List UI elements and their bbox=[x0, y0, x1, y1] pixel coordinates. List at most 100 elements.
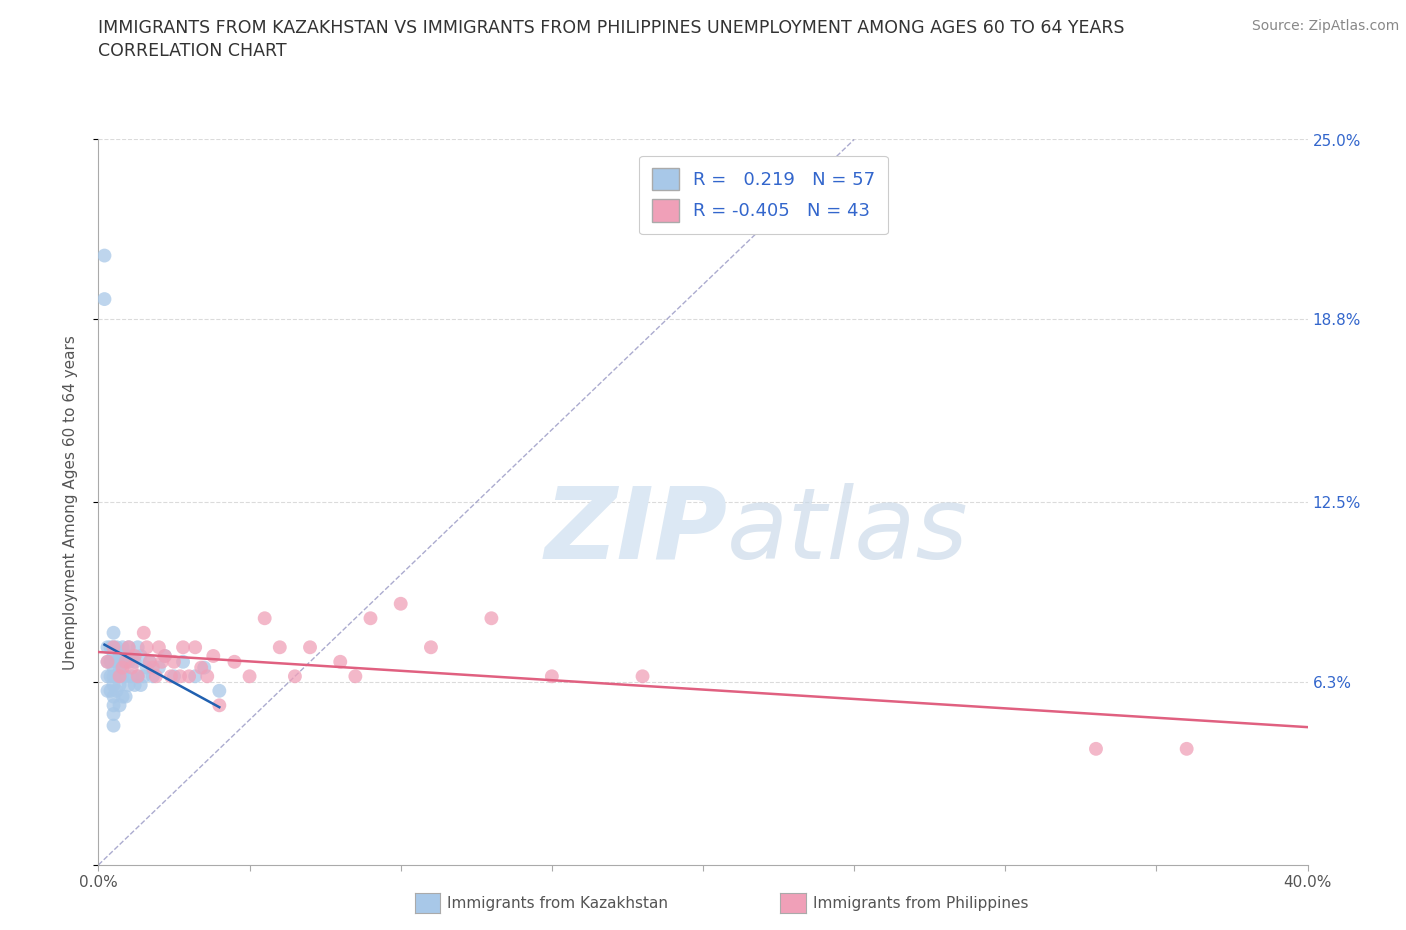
Text: Immigrants from Kazakhstan: Immigrants from Kazakhstan bbox=[447, 896, 668, 910]
Point bbox=[108, 660, 131, 675]
Point bbox=[148, 640, 170, 655]
Point bbox=[118, 655, 141, 670]
Point bbox=[481, 611, 503, 626]
Point bbox=[108, 698, 131, 712]
Point bbox=[114, 648, 136, 663]
Point bbox=[239, 669, 262, 684]
Point bbox=[118, 678, 141, 693]
Point bbox=[184, 640, 207, 655]
Point bbox=[103, 660, 125, 675]
Point bbox=[329, 655, 352, 670]
Point bbox=[299, 640, 322, 655]
Point bbox=[96, 684, 118, 698]
Point bbox=[93, 248, 115, 263]
Text: atlas: atlas bbox=[727, 483, 969, 579]
Point bbox=[105, 669, 128, 684]
Point bbox=[127, 640, 149, 655]
Point bbox=[103, 678, 125, 693]
Point bbox=[139, 655, 162, 670]
Point bbox=[129, 678, 152, 693]
Point bbox=[103, 640, 125, 655]
Point bbox=[103, 707, 125, 722]
Point bbox=[179, 669, 201, 684]
Point bbox=[100, 669, 122, 684]
Point bbox=[150, 655, 173, 670]
Point bbox=[118, 640, 141, 655]
Point bbox=[100, 684, 122, 698]
Point bbox=[111, 660, 134, 675]
Text: ZIP: ZIP bbox=[544, 483, 727, 579]
Point bbox=[127, 669, 149, 684]
Point bbox=[121, 669, 143, 684]
Point bbox=[139, 655, 162, 670]
Point bbox=[132, 669, 155, 684]
Y-axis label: Unemployment Among Ages 60 to 64 years: Unemployment Among Ages 60 to 64 years bbox=[63, 335, 77, 670]
Point bbox=[142, 669, 165, 684]
Point bbox=[100, 640, 122, 655]
Text: IMMIGRANTS FROM KAZAKHSTAN VS IMMIGRANTS FROM PHILIPPINES UNEMPLOYMENT AMONG AGE: IMMIGRANTS FROM KAZAKHSTAN VS IMMIGRANTS… bbox=[98, 19, 1125, 36]
Point bbox=[269, 640, 291, 655]
Point bbox=[163, 655, 186, 670]
Point bbox=[208, 684, 231, 698]
Point bbox=[111, 689, 134, 704]
Point bbox=[195, 669, 218, 684]
Point bbox=[160, 669, 183, 684]
Point bbox=[172, 655, 194, 670]
Point bbox=[190, 660, 212, 675]
Point bbox=[103, 698, 125, 712]
Point bbox=[100, 655, 122, 670]
Point bbox=[93, 292, 115, 307]
Point bbox=[142, 660, 165, 675]
Point bbox=[420, 640, 443, 655]
Point bbox=[96, 655, 118, 670]
Point bbox=[389, 596, 412, 611]
Point bbox=[103, 648, 125, 663]
Point bbox=[360, 611, 382, 626]
Point bbox=[193, 660, 215, 675]
Point bbox=[111, 669, 134, 684]
Point bbox=[132, 625, 155, 640]
Point bbox=[118, 640, 141, 655]
Point bbox=[103, 718, 125, 733]
Point bbox=[96, 640, 118, 655]
Point bbox=[135, 640, 157, 655]
Point bbox=[148, 660, 170, 675]
Point bbox=[103, 625, 125, 640]
Point bbox=[96, 669, 118, 684]
Text: Source: ZipAtlas.com: Source: ZipAtlas.com bbox=[1251, 19, 1399, 33]
Point bbox=[114, 689, 136, 704]
Point bbox=[1085, 741, 1108, 756]
Point bbox=[103, 669, 125, 684]
Point bbox=[114, 669, 136, 684]
Point bbox=[253, 611, 276, 626]
Point bbox=[129, 648, 152, 663]
Point bbox=[124, 648, 146, 663]
Point bbox=[105, 640, 128, 655]
Point bbox=[153, 648, 176, 663]
Point bbox=[114, 655, 136, 670]
Point bbox=[1175, 741, 1198, 756]
Point bbox=[105, 655, 128, 670]
Legend: R =   0.219   N = 57, R = -0.405   N = 43: R = 0.219 N = 57, R = -0.405 N = 43 bbox=[638, 156, 889, 234]
Text: Immigrants from Philippines: Immigrants from Philippines bbox=[813, 896, 1028, 910]
Point bbox=[108, 648, 131, 663]
Point bbox=[540, 669, 562, 684]
Point bbox=[631, 669, 654, 684]
Point bbox=[121, 660, 143, 675]
Point bbox=[135, 660, 157, 675]
Point bbox=[284, 669, 307, 684]
Point bbox=[108, 678, 131, 693]
Point bbox=[103, 689, 125, 704]
Point bbox=[108, 669, 131, 684]
Point bbox=[96, 655, 118, 670]
Text: CORRELATION CHART: CORRELATION CHART bbox=[98, 42, 287, 60]
Point bbox=[202, 648, 225, 663]
Point bbox=[208, 698, 231, 712]
Point bbox=[145, 669, 167, 684]
Point bbox=[127, 669, 149, 684]
Point bbox=[163, 669, 186, 684]
Point bbox=[153, 648, 176, 663]
Point bbox=[111, 640, 134, 655]
Point bbox=[184, 669, 207, 684]
Point bbox=[124, 678, 146, 693]
